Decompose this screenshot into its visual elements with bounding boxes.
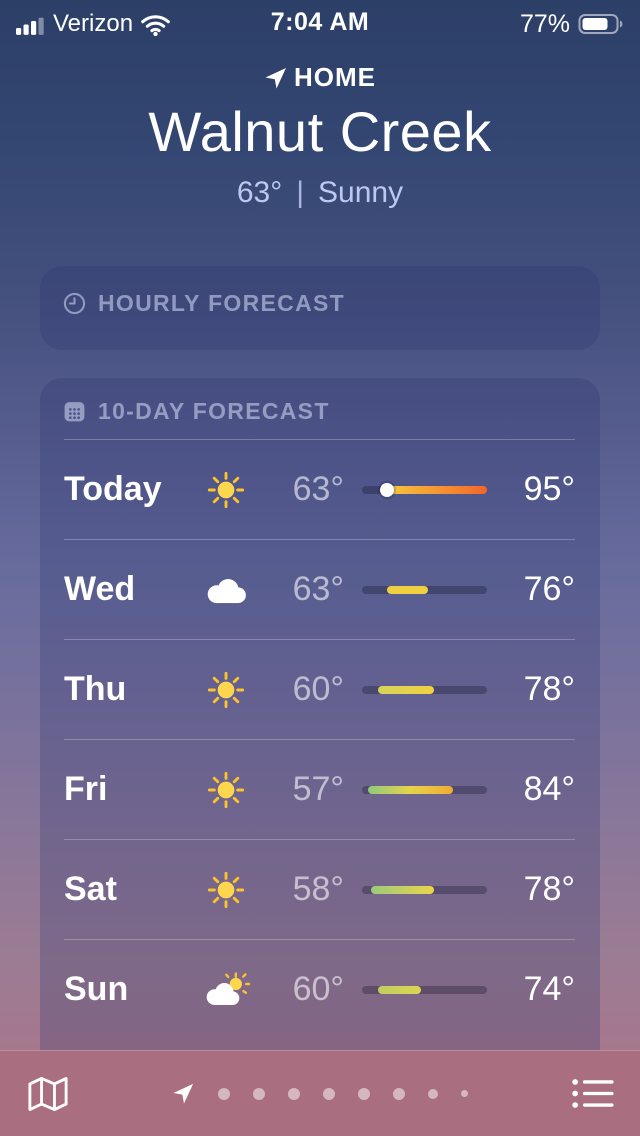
page-dot[interactable] xyxy=(461,1090,468,1097)
ten-day-forecast-card: 10-DAY FORECAST Today 63° 95° Wed 63° 76… xyxy=(40,378,600,1050)
day-label: Sun xyxy=(64,970,129,1008)
map-button[interactable] xyxy=(26,1074,70,1114)
current-temp-dot xyxy=(380,482,394,497)
location-arrow-icon xyxy=(264,66,288,90)
temp-range-bar xyxy=(362,482,487,497)
sun-icon xyxy=(196,770,256,810)
page-dot[interactable] xyxy=(393,1087,405,1100)
current-temp: 63° xyxy=(236,176,283,209)
condition-text: Sunny xyxy=(318,176,404,209)
forecast-row[interactable]: Wed 63° 76° xyxy=(64,539,575,639)
low-temp: 63° xyxy=(292,570,344,608)
high-temp: 78° xyxy=(523,870,575,908)
low-temp: 60° xyxy=(292,670,344,708)
day-list: Today 63° 95° Wed 63° 76° Thu xyxy=(40,439,600,1039)
location-arrow-icon[interactable] xyxy=(172,1082,195,1105)
page-dot[interactable] xyxy=(358,1087,370,1100)
day-label: Thu xyxy=(64,670,127,708)
low-temp: 60° xyxy=(292,970,344,1008)
forecast-row[interactable]: Thu 60° 78° xyxy=(64,639,575,739)
page-dot[interactable] xyxy=(218,1087,230,1100)
day-label: Today xyxy=(64,470,162,508)
page-indicator xyxy=(0,1082,640,1105)
city-list-button[interactable] xyxy=(572,1077,614,1110)
list-icon xyxy=(572,1077,614,1110)
sun-cloud-icon xyxy=(196,971,256,1008)
location-header: HOME Walnut Creek 63° | Sunny xyxy=(0,62,640,210)
high-temp: 84° xyxy=(523,770,575,808)
forecast-row[interactable]: Sun 60° 74° xyxy=(64,939,575,1039)
day-label: Sat xyxy=(64,870,117,908)
status-bar: Verizon 7:04 AM 77% xyxy=(0,0,640,44)
ten-day-forecast-title: 10-DAY FORECAST xyxy=(98,398,330,424)
sun-icon xyxy=(196,470,256,510)
high-temp: 74° xyxy=(523,970,575,1008)
map-icon xyxy=(26,1074,70,1114)
high-temp: 95° xyxy=(523,470,575,508)
low-temp: 63° xyxy=(292,470,344,508)
page-dot[interactable] xyxy=(288,1087,300,1100)
current-conditions: 63° | Sunny xyxy=(0,176,640,210)
page-dot[interactable] xyxy=(323,1087,335,1100)
low-temp: 58° xyxy=(292,870,344,908)
forecast-row[interactable]: Today 63° 95° xyxy=(64,439,575,539)
carrier-label: Verizon xyxy=(53,10,134,37)
temp-range-bar xyxy=(362,985,487,994)
hourly-forecast-card[interactable]: HOURLY FORECAST xyxy=(40,266,600,350)
city-name: Walnut Creek xyxy=(148,100,492,163)
battery-icon xyxy=(578,13,624,35)
hourly-forecast-title: HOURLY FORECAST xyxy=(98,290,345,316)
temp-range-bar xyxy=(362,885,487,894)
bottom-toolbar xyxy=(0,1050,640,1136)
page-dot[interactable] xyxy=(253,1087,265,1100)
high-temp: 76° xyxy=(523,570,575,608)
sun-icon xyxy=(196,670,256,710)
sun-icon xyxy=(196,870,256,910)
high-temp: 78° xyxy=(523,670,575,708)
cellular-signal-icon xyxy=(16,14,46,35)
forecast-row[interactable]: Fri 57° 84° xyxy=(64,739,575,839)
temp-range-bar xyxy=(362,585,487,594)
battery-percent: 77% xyxy=(519,9,570,38)
cloud-icon xyxy=(196,574,256,606)
calendar-icon xyxy=(62,399,87,424)
day-label: Wed xyxy=(64,570,136,608)
forecast-row[interactable]: Sat 58° 78° xyxy=(64,839,575,939)
temp-range-bar xyxy=(362,785,487,794)
day-label: Fri xyxy=(64,770,108,808)
low-temp: 57° xyxy=(292,770,344,808)
wifi-icon xyxy=(140,13,171,36)
page-dot[interactable] xyxy=(428,1088,438,1099)
location-label: HOME xyxy=(294,62,376,92)
clock-icon xyxy=(62,291,87,316)
conditions-separator: | xyxy=(296,176,305,209)
temp-range-bar xyxy=(362,685,487,694)
